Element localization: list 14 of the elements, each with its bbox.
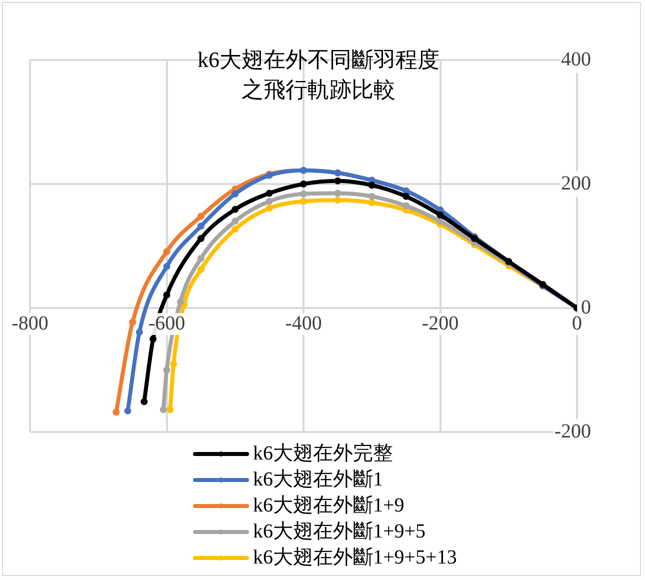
y-tick-label: 0: [581, 296, 591, 318]
legend-label: k6大翅在外斷1: [253, 468, 383, 490]
x-tick-label: -200: [422, 312, 459, 334]
x-tick-label: -400: [285, 312, 322, 334]
y-tick-label: -200: [554, 420, 591, 442]
x-tick-label: -600: [148, 312, 186, 334]
legend-label: k6大翅在外斷1+9: [253, 494, 404, 516]
x-tick-label: -800: [12, 312, 48, 334]
y-tick-label: 200: [561, 172, 591, 194]
y-tick-label: 400: [561, 48, 591, 70]
legend-label: k6大翅在外完整: [253, 441, 393, 464]
chart-title: k6大翅在外不同斷羽程度之飛行軌跡比較: [198, 46, 440, 102]
legend-label: k6大翅在外斷1+9+5+13: [253, 546, 457, 568]
legend-label: k6大翅在外斷1+9+5: [253, 520, 426, 542]
